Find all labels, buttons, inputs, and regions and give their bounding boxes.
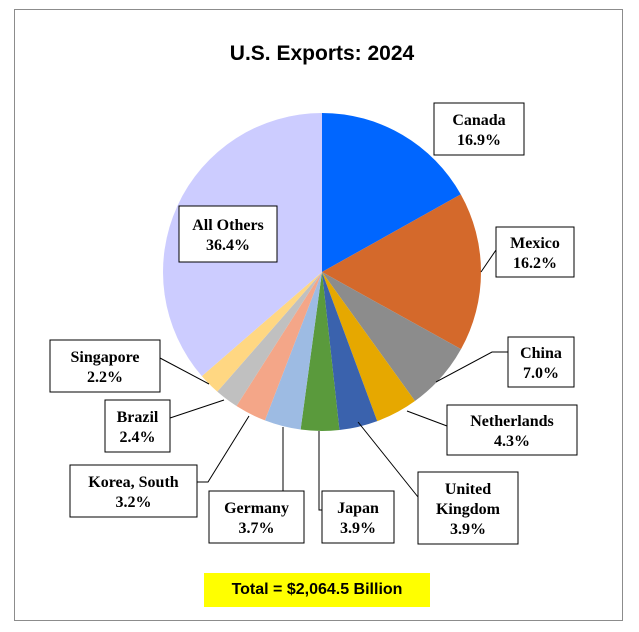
slice-label-value-canada: 16.9% — [457, 132, 501, 149]
slice-label-value-brazil: 2.4% — [120, 429, 156, 446]
pie-slice-japan — [300, 272, 340, 431]
slice-label-name-brazil: Brazil — [117, 409, 159, 426]
chart-title: U.S. Exports: 2024 — [230, 42, 415, 65]
slice-label-name-singapore: Singapore — [70, 349, 139, 366]
leader-line-brazil — [169, 399, 225, 419]
slice-label-value-china: 7.0% — [523, 365, 559, 382]
slice-label-value-united-kingdom: 3.9% — [450, 521, 486, 538]
pie-slice-netherlands — [322, 272, 415, 422]
label-box-japan — [321, 490, 395, 544]
slice-label-name-germany: Germany — [224, 500, 289, 517]
leader-line-netherlands — [406, 410, 448, 427]
label-box-netherlands — [446, 404, 578, 456]
slice-label-value-netherlands: 4.3% — [494, 433, 530, 450]
pie-slice-united-kingdom — [322, 272, 378, 431]
label-box-germany — [208, 490, 305, 544]
pie-slice-china — [322, 272, 462, 401]
slice-label-name-china: China — [520, 345, 562, 362]
label-box-china — [507, 336, 575, 388]
label-box-united-kingdom — [417, 471, 519, 545]
pie-slice-germany — [264, 272, 322, 430]
pie-slice-brazil — [217, 272, 322, 407]
pie-slice-singapore — [201, 272, 322, 392]
slice-label-value-mexico: 16.2% — [513, 255, 557, 272]
slice-label-value-germany: 3.7% — [239, 520, 275, 537]
slice-label-name-netherlands: Netherlands — [470, 413, 554, 430]
pie-slice-mexico — [322, 194, 482, 350]
label-box-brazil — [104, 399, 171, 453]
label-box-singapore — [49, 339, 161, 393]
slice-label-name-korea-south: Korea, South — [88, 474, 178, 491]
slice-label-name-united-kingdom-line1: Kingdom — [436, 501, 501, 518]
total-badge: Total = $2,064.5 Billion — [204, 573, 430, 607]
label-box-korea-south — [69, 464, 198, 518]
slice-label-name-canada: Canada — [452, 112, 505, 129]
leader-line-mexico — [480, 249, 497, 273]
pie-slice-canada — [322, 113, 461, 272]
slice-label-name-united-kingdom-line0: United — [445, 481, 491, 498]
leader-line-japan — [318, 431, 322, 511]
label-box-all-others — [178, 205, 278, 263]
leader-line-united-kingdom — [357, 421, 419, 498]
label-box-mexico — [495, 226, 575, 278]
slice-label-value-korea-south: 3.2% — [116, 494, 152, 511]
slice-label-name-all-others: All Others — [192, 217, 264, 234]
label-box-canada — [433, 102, 525, 156]
slice-labels: Canada 16.9% Mexico 16.2% China 7.0% Netherlan… — [49, 102, 578, 545]
slice-label-value-singapore: 2.2% — [87, 369, 123, 386]
leader-line-singapore — [159, 357, 210, 385]
slice-label-name-mexico: Mexico — [510, 235, 560, 252]
pie-slices — [163, 113, 482, 431]
slice-label-value-japan: 3.9% — [340, 520, 376, 537]
pie-slice-korea-south — [236, 272, 322, 421]
leader-line-korea-south — [197, 415, 250, 483]
slice-label-name-japan: Japan — [337, 500, 379, 517]
leader-line-china — [435, 351, 508, 383]
slice-label-value-all-others: 36.4% — [206, 237, 250, 254]
